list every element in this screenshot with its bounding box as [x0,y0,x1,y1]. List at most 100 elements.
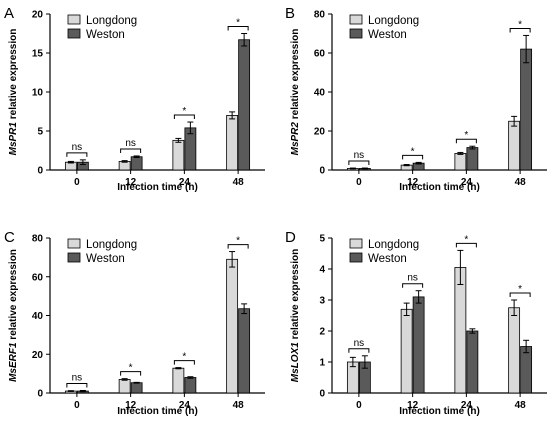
significance-bracket [509,292,531,297]
bar-weston [466,330,479,394]
y-axis-label: MsERF1 relative expression [8,249,19,382]
panel-letter: A [4,5,14,22]
bar-weston [184,377,197,394]
y-tick-label: 20 [32,350,44,361]
significance-label: ns [125,138,136,149]
significance-bracket [455,138,477,144]
y-tick-label: 0 [319,166,325,177]
y-tick-label: 20 [314,127,326,138]
y-tick-label: 1 [319,358,325,369]
bar-longdong [454,153,467,171]
significance-bracket [66,152,88,157]
bar-weston [520,346,533,394]
y-tick-label: 5 [319,234,325,245]
legend-swatch-longdong [349,238,363,249]
legend-label: Longdong [368,15,419,27]
y-tick-label: 10 [32,88,44,99]
y-tick-label: 40 [32,311,44,322]
significance-label: ns [72,372,83,383]
bar-longdong [172,139,185,171]
y-axis-label-rest: relative expression [290,249,301,342]
y-tick-label: 80 [314,10,326,21]
significance-bracket [227,244,249,249]
legend-label: Weston [86,29,125,41]
y-axis-label-rest: relative expression [8,29,19,122]
panel-letter: B [285,5,295,22]
x-tick-label: 48 [515,400,527,411]
legend-swatch-weston [67,252,81,263]
bar-weston [238,39,251,171]
y-tick-label: 0 [319,389,325,400]
significance-bracket [455,242,477,248]
legend-label: Longdong [368,239,419,251]
y-tick-label: 4 [319,265,325,276]
significance-label: * [236,236,240,247]
legend-swatch-weston [349,252,363,263]
significance-label: * [182,106,186,117]
x-tick-label: 24 [179,400,191,411]
x-axis-label: Infection time (h) [399,182,480,193]
panel-b: B 0 20 40 60 80 MsPR2 relative expression Infec… [285,5,547,193]
bar-weston [238,308,251,394]
x-tick-label: 24 [179,177,191,188]
legend-swatch-longdong [349,14,363,25]
x-tick-label: 12 [125,400,137,411]
legend-label: Longdong [86,239,137,251]
bar-weston [412,296,425,394]
significance-label: ns [72,142,83,153]
y-tick-label: 60 [314,49,326,60]
legend-label: Weston [86,253,125,265]
x-tick-label: 12 [407,400,419,411]
legend-label: Weston [368,253,407,265]
y-tick-label: 0 [37,389,43,400]
panel-letter: C [4,229,15,246]
bar-weston [130,382,143,394]
significance-bracket [402,154,424,160]
significance-label: ns [407,273,418,284]
x-axis-label: Infection time (h) [117,182,198,193]
significance-label: * [464,130,468,141]
x-tick-label: 0 [74,177,80,188]
bar-longdong [400,308,413,394]
y-tick-label: 5 [37,127,43,138]
bar-longdong [226,258,239,394]
y-tick-label: 0 [37,166,43,177]
significance-bracket [509,27,531,33]
bar-longdong [118,161,131,171]
significance-label: * [236,18,240,29]
x-tick-label: 48 [233,177,245,188]
bar-longdong [454,267,467,394]
legend-swatch-longdong [67,238,81,249]
y-axis-gene: MsPR2 [290,122,301,156]
x-tick-label: 0 [356,400,362,411]
significance-label: * [129,363,133,374]
significance-label: * [464,234,468,245]
y-axis-gene: MsLOX1 [290,342,301,382]
significance-label: ns [354,150,365,161]
significance-bracket [227,26,249,31]
y-tick-label: 40 [314,88,326,99]
y-axis-gene: MsERF1 [8,342,19,382]
y-tick-label: 20 [32,10,44,21]
significance-label: ns [354,338,365,349]
y-tick-label: 15 [32,49,44,60]
legend-label: Longdong [86,15,137,27]
bar-longdong [508,307,521,394]
significance-bracket [66,382,88,388]
y-tick-label: 3 [319,296,325,307]
bar-longdong [508,120,521,171]
y-tick-label: 60 [32,272,44,283]
y-axis-label-rest: relative expression [290,29,301,122]
x-tick-label: 0 [356,177,362,188]
significance-bracket [402,283,424,288]
x-tick-label: 24 [461,400,473,411]
y-axis-gene: MsPR1 [8,122,19,156]
x-tick-label: 0 [74,400,80,411]
significance-bracket [348,160,370,166]
significance-bracket [173,360,195,365]
legend-swatch-longdong [67,14,81,25]
y-axis-label: MsPR2 relative expression [290,29,301,156]
significance-label: * [518,19,522,30]
